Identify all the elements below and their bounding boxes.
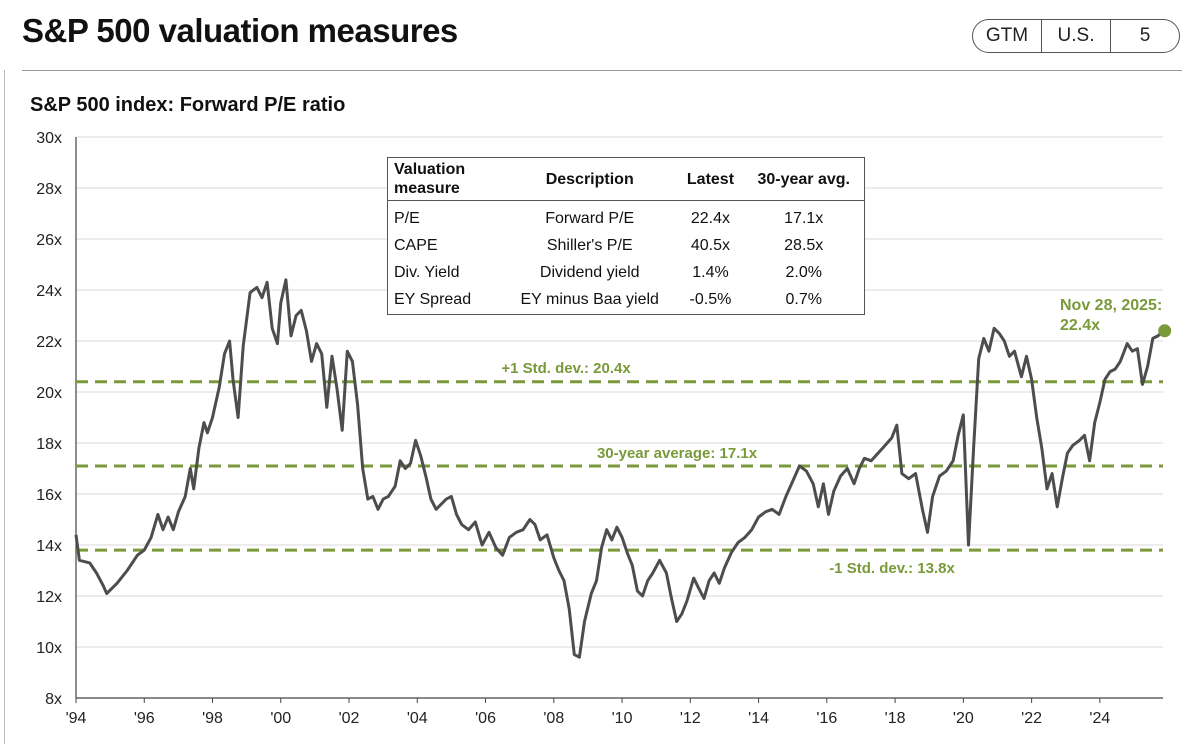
gridlines (75, 136, 1163, 699)
latest-point-marker (1158, 324, 1172, 338)
table-cell: Forward P/E (545, 209, 635, 227)
table-row: EY Spread EY minus Baa yield -0.5% 0.7% (388, 287, 865, 315)
x-tick-label: '04 (407, 710, 428, 727)
reference-line-label: -1 Std. dev.: 13.8x (829, 560, 955, 577)
badge-gtm: GTM (985, 25, 1029, 46)
x-tick-label: '16 (816, 710, 837, 727)
badge-region: U.S. (1041, 20, 1110, 52)
series-line (74, 278, 1165, 659)
x-tick-label: '96 (134, 710, 155, 727)
chart-title: S&P 500 index: Forward P/E ratio (30, 94, 346, 116)
table-header: Latest (677, 157, 744, 201)
y-tick-label: 26x (36, 232, 62, 249)
reference-line-label: 30-year average: 17.1x (597, 445, 758, 462)
latest-annotation: Nov 28, 2025: 22.4x (1060, 297, 1172, 338)
left-border (4, 70, 5, 744)
x-tick-label: '14 (748, 710, 769, 727)
table-cell: EY minus Baa yield (520, 291, 659, 309)
table-row: CAPE Shiller's P/E 40.5x 28.5x (388, 232, 865, 259)
table-header-row: Valuation measure Description Latest 30-… (387, 157, 865, 201)
y-tick-label: 12x (36, 589, 62, 606)
x-tick-label: '94 (66, 710, 87, 727)
table-cell: 0.7% (785, 291, 822, 309)
table-cell: 1.4% (692, 264, 729, 282)
y-tick-label: 20x (36, 385, 62, 402)
table-header: Valuation measure (387, 157, 502, 201)
table-header: 30-year avg. (743, 157, 865, 201)
gtm-badge: GTM U.S. 5 (972, 19, 1180, 53)
y-tick-label: 8x (45, 691, 62, 708)
x-axis-ticks: '94 '96 '98 '00 '02 '04 '06 '08 '10 '12 '14 '16 '18 '… (66, 698, 1110, 727)
y-axis-ticks: 8x 10x 12x 14x 16x 18x 20x 22x 24x 26x 28x 30x (36, 130, 62, 708)
table-row: Div. Yield Dividend yield 1.4% 2.0% (388, 260, 865, 287)
table-cell: Shiller's P/E (546, 236, 633, 254)
series-group (74, 278, 1165, 659)
x-tick-label: '22 (1021, 710, 1042, 727)
table-cell: EY Spread (394, 291, 472, 309)
x-tick-label: '18 (885, 710, 906, 727)
latest-annotation-date: Nov 28, 2025: (1060, 297, 1162, 314)
table-cell: 17.1x (784, 209, 824, 227)
page-title: S&P 500 valuation measures (22, 12, 458, 49)
y-tick-label: 24x (36, 283, 62, 300)
reference-lines: +1 Std. dev.: 20.4x 30-year average: 17.1… (76, 360, 1163, 577)
x-tick-label: '12 (680, 710, 701, 727)
valuation-table: Valuation measure Description Latest 30-… (387, 157, 865, 315)
y-tick-label: 16x (36, 487, 62, 504)
badge-page-number: 5 (1110, 20, 1179, 52)
latest-annotation-value: 22.4x (1060, 317, 1100, 334)
x-tick-label: '00 (270, 710, 291, 727)
x-tick-label: '10 (612, 710, 633, 727)
x-tick-label: '20 (953, 710, 974, 727)
x-tick-label: '24 (1089, 710, 1110, 727)
reference-line-label: +1 Std. dev.: 20.4x (501, 360, 631, 377)
table-cell: -0.5% (689, 291, 732, 309)
x-tick-label: '98 (202, 710, 223, 727)
table-row: P/E Forward P/E 22.4x 17.1x (388, 201, 865, 233)
x-tick-label: '08 (543, 710, 564, 727)
table-header: Description (502, 157, 678, 201)
x-tick-label: '02 (339, 710, 360, 727)
table-cell: P/E (394, 209, 420, 227)
table-cell: 22.4x (690, 209, 731, 227)
y-tick-label: 22x (36, 334, 62, 351)
table-cell: 2.0% (785, 264, 822, 282)
table-cell: Div. Yield (394, 264, 460, 282)
y-tick-label: 30x (36, 130, 62, 147)
table-cell: CAPE (394, 236, 438, 254)
y-tick-label: 18x (36, 436, 62, 453)
y-tick-label: 10x (36, 640, 62, 657)
x-tick-label: '06 (475, 710, 496, 727)
y-tick-label: 28x (36, 181, 62, 198)
table-cell: Dividend yield (539, 264, 640, 282)
y-tick-label: 14x (36, 538, 62, 555)
table-cell: 40.5x (690, 236, 731, 254)
title-divider (22, 70, 1182, 71)
table-cell: 28.5x (784, 236, 824, 254)
